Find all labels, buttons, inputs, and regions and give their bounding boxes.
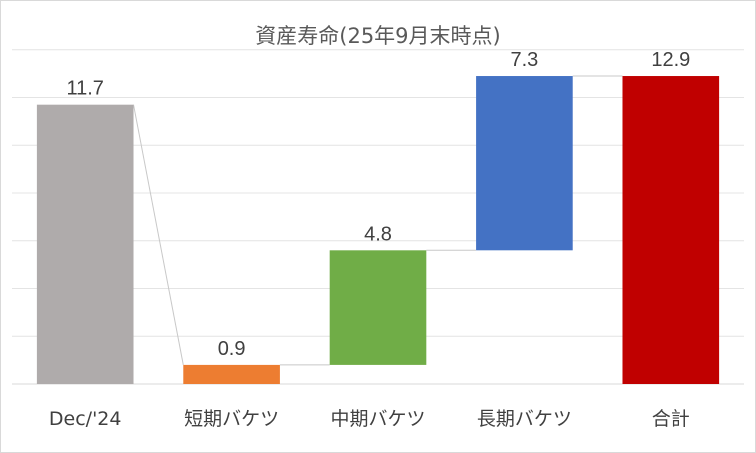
bar-1 (36, 104, 134, 384)
data-label: 11.7 (66, 78, 103, 100)
chart-title: 資産寿命(25年9月末時点) (255, 24, 501, 48)
data-label: 0.9 (218, 338, 246, 360)
category-tick-label: 合計 (652, 408, 690, 430)
bar-2 (183, 364, 280, 384)
category-tick-label: 中期バケツ (330, 408, 425, 430)
connector-line (133, 104, 184, 365)
data-label: 4.8 (364, 223, 392, 245)
category-tick-label: 長期バケツ (477, 408, 572, 430)
category-tick-label: Dec/'24 (49, 408, 122, 430)
data-label: 7.3 (510, 49, 538, 71)
data-label: 12.9 (651, 49, 690, 71)
bar-3 (329, 250, 427, 365)
bar-5 (622, 76, 720, 384)
category-tick-label: 短期バケツ (184, 408, 279, 430)
bar-4 (476, 76, 573, 251)
